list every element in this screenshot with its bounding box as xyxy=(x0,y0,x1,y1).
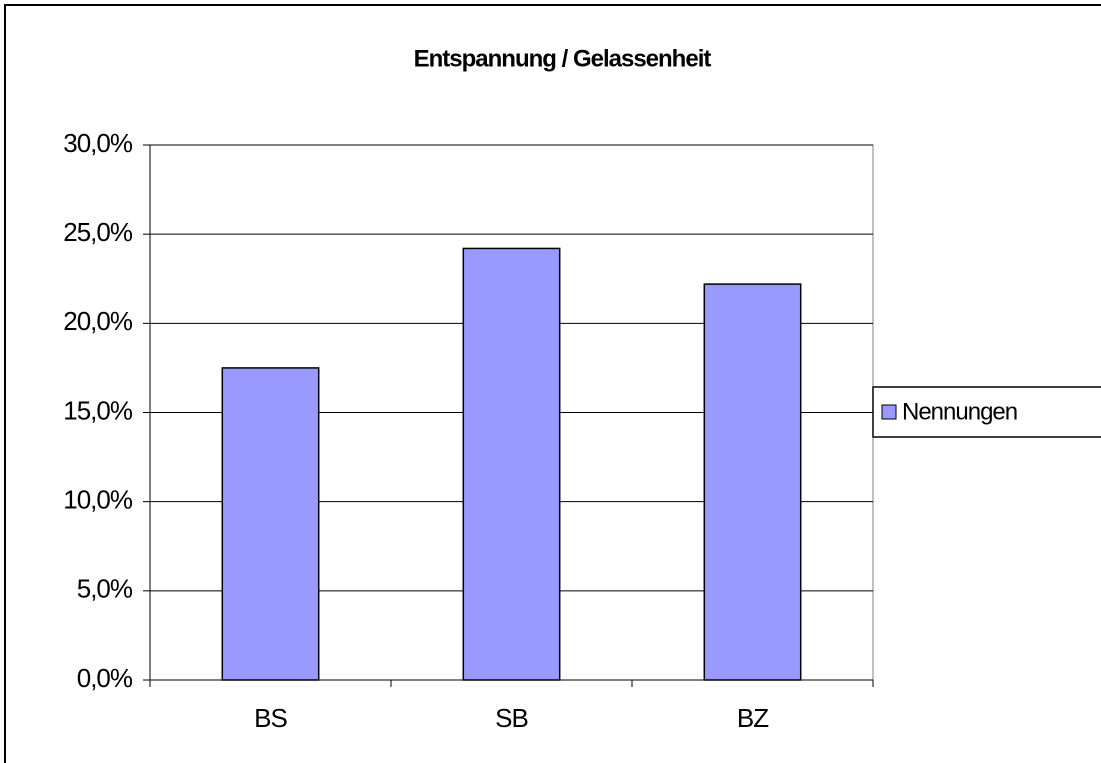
x-tick-label: BZ xyxy=(737,703,769,733)
y-tick-label: 25,0% xyxy=(63,217,133,247)
x-tick-label: BS xyxy=(254,703,287,733)
y-tick-label: 15,0% xyxy=(63,395,133,425)
y-tick-label: 20,0% xyxy=(63,306,133,336)
legend-label: Nennungen xyxy=(902,398,1017,425)
bar xyxy=(462,247,561,681)
y-tick-label: 5,0% xyxy=(77,574,133,604)
y-tick-label: 30,0% xyxy=(63,128,133,158)
bar xyxy=(221,367,320,681)
y-tick-label: 0,0% xyxy=(77,663,133,693)
legend-swatch xyxy=(881,404,897,420)
x-tick-label: SB xyxy=(495,703,528,733)
chart-title: Entspannung / Gelassenheit xyxy=(414,45,712,72)
y-tick-label: 10,0% xyxy=(63,485,133,515)
bar xyxy=(703,283,802,681)
legend-box xyxy=(872,386,1101,438)
